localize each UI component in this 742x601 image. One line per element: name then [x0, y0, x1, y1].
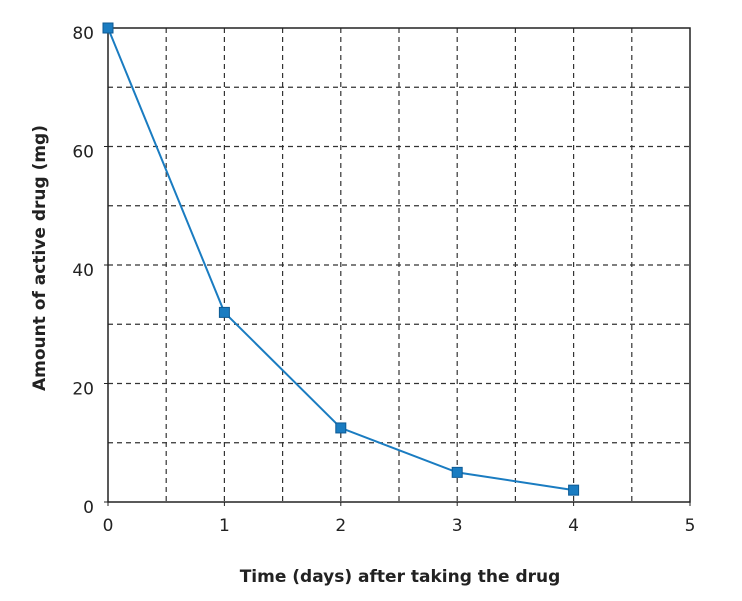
x-tick-label: 0: [103, 516, 114, 536]
x-tick-label: 5: [685, 516, 696, 536]
data-line: [107, 27, 574, 492]
data-point: [218, 306, 230, 318]
y-tick-label: 40: [72, 261, 94, 281]
y-tick-label: 20: [72, 380, 94, 400]
x-tick-label: 1: [219, 516, 230, 536]
x-axis-title: Time (days) after taking the drug: [240, 567, 561, 587]
x-tick-label: 4: [568, 516, 579, 536]
data-point: [451, 466, 463, 478]
y-tick-label: 0: [83, 498, 94, 518]
y-axis-title: Amount of active drug (mg): [30, 125, 50, 391]
y-tick-label: 80: [72, 24, 94, 44]
data-point: [102, 22, 114, 34]
data-point: [568, 484, 580, 496]
x-tick-label: 2: [335, 516, 346, 536]
y-tick-label: 60: [72, 143, 94, 163]
data-point: [335, 422, 347, 434]
x-tick-label: 3: [452, 516, 463, 536]
